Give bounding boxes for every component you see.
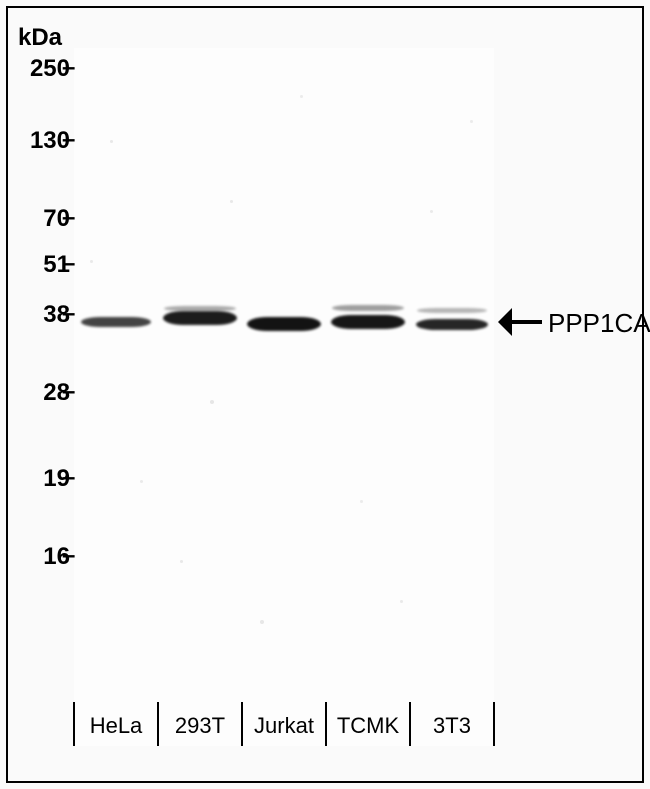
mw-marker-dash: – bbox=[62, 54, 75, 82]
blot-noise-speck bbox=[300, 95, 303, 98]
mw-marker-dash: – bbox=[62, 542, 75, 570]
mw-marker-250: 250 bbox=[10, 55, 70, 83]
target-protein-label: PPP1CA bbox=[548, 308, 650, 339]
blot-noise-speck bbox=[110, 140, 113, 143]
western-blot-image bbox=[74, 48, 494, 746]
blot-noise-speck bbox=[140, 480, 143, 483]
lane-293t: 293T bbox=[158, 713, 242, 739]
target-arrow-shaft bbox=[512, 320, 542, 324]
blot-noise-speck bbox=[430, 210, 433, 213]
protein-band bbox=[163, 311, 237, 325]
mw-marker-70: 70 bbox=[10, 205, 70, 233]
mw-marker-dash: – bbox=[62, 300, 75, 328]
protein-band bbox=[247, 317, 321, 331]
mw-marker-dash: – bbox=[62, 250, 75, 278]
blot-noise-speck bbox=[400, 600, 403, 603]
blot-noise-speck bbox=[260, 620, 264, 624]
mw-marker-dash: – bbox=[62, 378, 75, 406]
protein-band bbox=[332, 305, 404, 311]
mw-marker-19: 19 bbox=[10, 465, 70, 493]
blot-noise-speck bbox=[470, 120, 473, 123]
mw-marker-28: 28 bbox=[10, 379, 70, 407]
mw-marker-38: 38 bbox=[10, 301, 70, 329]
mw-marker-16: 16 bbox=[10, 543, 70, 571]
blot-noise-speck bbox=[210, 400, 214, 404]
protein-band bbox=[417, 308, 487, 313]
lane-3t3: 3T3 bbox=[410, 713, 494, 739]
blot-noise-speck bbox=[230, 200, 233, 203]
protein-band bbox=[164, 306, 236, 311]
y-axis-unit-label: kDa bbox=[18, 24, 62, 52]
blot-noise-speck bbox=[180, 560, 183, 563]
blot-noise-speck bbox=[360, 500, 363, 503]
mw-marker-dash: – bbox=[62, 464, 75, 492]
mw-marker-dash: – bbox=[62, 204, 75, 232]
lane-hela: HeLa bbox=[74, 713, 158, 739]
protein-band bbox=[331, 315, 405, 329]
lane-tcmk: TCMK bbox=[326, 713, 410, 739]
mw-marker-dash: – bbox=[62, 126, 75, 154]
target-arrow-head-icon bbox=[498, 308, 512, 336]
protein-band bbox=[81, 317, 151, 327]
protein-band bbox=[416, 319, 488, 330]
mw-marker-51: 51 bbox=[10, 251, 70, 279]
lane-jurkat: Jurkat bbox=[242, 713, 326, 739]
mw-marker-130: 130 bbox=[10, 127, 70, 155]
blot-noise-speck bbox=[90, 260, 93, 263]
